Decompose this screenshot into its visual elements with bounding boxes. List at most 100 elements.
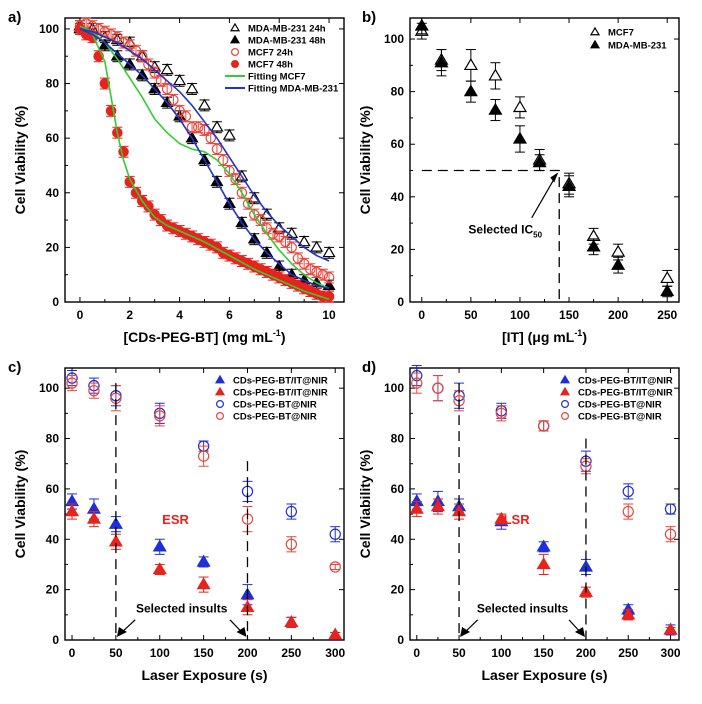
data-point bbox=[663, 622, 678, 635]
data-point bbox=[173, 74, 187, 86]
series-cds-peg-bt-it-nir bbox=[64, 503, 343, 640]
data-point bbox=[64, 504, 80, 517]
data-point bbox=[224, 165, 235, 177]
x-tick-label: 300 bbox=[661, 646, 681, 660]
plot-frame bbox=[409, 367, 680, 641]
legend-label: CDs-PEG-BT@NIR bbox=[233, 412, 317, 423]
data-point bbox=[152, 539, 167, 552]
data-point bbox=[463, 84, 478, 97]
legend-label: CDs-PEG-BT/IT@NIR bbox=[578, 388, 673, 399]
x-axis-label: [IT] (μg mL-1) bbox=[502, 328, 587, 345]
x-tick-label: 50 bbox=[109, 646, 123, 660]
y-tick-label: 80 bbox=[391, 85, 405, 99]
x-tick-label: 0 bbox=[77, 308, 84, 322]
panel-b: b) 0 50 100 150 200 250 0 20 40 60 80 100 Cell Viabil… bbox=[357, 9, 680, 345]
data-point bbox=[236, 187, 248, 199]
data-point bbox=[495, 407, 508, 420]
legend-label: Fitting MCF7 bbox=[248, 72, 306, 83]
data-point bbox=[561, 178, 577, 191]
data-point bbox=[532, 155, 547, 168]
panel-label: d) bbox=[362, 359, 376, 376]
data-point bbox=[154, 410, 166, 422]
legend-marker bbox=[560, 400, 569, 409]
data-point bbox=[286, 242, 297, 253]
y-tick-label: 80 bbox=[46, 77, 60, 91]
data-point bbox=[152, 562, 167, 575]
x-tick-label: 200 bbox=[237, 646, 257, 660]
x-tick-label: 200 bbox=[576, 646, 596, 660]
data-point bbox=[197, 450, 210, 462]
data-point bbox=[323, 291, 335, 302]
legend-marker bbox=[214, 374, 226, 384]
insult-arrow-head bbox=[116, 627, 127, 637]
y-axis-label: Cell Viability (%) bbox=[12, 450, 28, 559]
legend-marker bbox=[229, 34, 241, 44]
legend-marker bbox=[231, 47, 240, 56]
data-point bbox=[285, 505, 298, 518]
x-tick-label: 100 bbox=[150, 646, 170, 660]
x-tick-label: 100 bbox=[510, 308, 530, 322]
y-tick-label: 60 bbox=[46, 131, 60, 145]
data-point bbox=[494, 511, 509, 524]
data-point bbox=[488, 68, 503, 81]
y-tick-label: 100 bbox=[384, 381, 404, 395]
y-axis-label: Cell Viability (%) bbox=[357, 106, 373, 215]
data-point bbox=[323, 272, 335, 283]
legend-label: CDs-PEG-BT@NIR bbox=[578, 400, 662, 411]
data-point bbox=[196, 577, 211, 590]
series-fitting-mda-mb-231 bbox=[79, 28, 330, 262]
series-fitting-mcf7 bbox=[79, 25, 330, 290]
y-tick-label: 0 bbox=[52, 633, 59, 647]
data-point bbox=[611, 244, 626, 257]
data-point bbox=[86, 511, 102, 524]
x-tick-label: 150 bbox=[534, 646, 554, 660]
legend-label: CDs-PEG-BT/IT@NIR bbox=[233, 388, 328, 399]
x-tick-label: 0 bbox=[69, 646, 76, 660]
condition-label: ESR bbox=[162, 512, 189, 527]
fit-line bbox=[79, 28, 330, 301]
y-tick-label: 100 bbox=[39, 22, 59, 36]
panel-label: c) bbox=[8, 359, 21, 376]
legend-marker bbox=[216, 400, 225, 409]
data-point bbox=[284, 615, 299, 628]
x-tick-label: 0 bbox=[418, 308, 425, 322]
legend-marker bbox=[560, 412, 569, 421]
data-point bbox=[285, 538, 298, 550]
x-axis-label: Laser Exposure (s) bbox=[481, 667, 607, 683]
legend-label: Fitting MDA-MB-231 bbox=[248, 84, 339, 95]
y-axis-label: Cell Viability (%) bbox=[12, 106, 28, 215]
data-point bbox=[199, 124, 210, 136]
legend-marker bbox=[559, 374, 571, 384]
condition-label: LSR bbox=[504, 512, 531, 527]
insult-annotation: Selected insults bbox=[136, 601, 228, 615]
y-tick-label: 40 bbox=[391, 190, 405, 204]
data-point bbox=[305, 263, 316, 275]
data-point bbox=[622, 485, 634, 498]
series-mda-mb-231 bbox=[414, 17, 675, 298]
data-point bbox=[329, 528, 341, 540]
data-point bbox=[161, 83, 173, 95]
data-point bbox=[222, 128, 236, 140]
data-point bbox=[328, 627, 343, 640]
panel-label: b) bbox=[362, 9, 376, 26]
insult-arrow-head bbox=[236, 627, 247, 637]
y-tick-label: 20 bbox=[46, 583, 60, 597]
data-point bbox=[622, 505, 634, 518]
data-point bbox=[322, 246, 336, 258]
y-tick-label: 60 bbox=[46, 482, 60, 496]
data-point bbox=[210, 120, 224, 132]
legend-marker bbox=[589, 39, 601, 49]
y-tick-label: 80 bbox=[46, 432, 60, 446]
legend-marker bbox=[214, 386, 226, 396]
data-point bbox=[311, 266, 322, 278]
y-tick-label: 20 bbox=[391, 583, 405, 597]
data-point bbox=[463, 58, 478, 71]
y-tick-label: 0 bbox=[397, 295, 404, 309]
x-tick-label: 50 bbox=[452, 646, 466, 660]
x-tick-label: 4 bbox=[176, 308, 183, 322]
legend-label: CDs-PEG-BT/IT@NIR bbox=[578, 376, 673, 387]
y-tick-label: 60 bbox=[391, 482, 405, 496]
y-tick-label: 40 bbox=[46, 532, 60, 546]
